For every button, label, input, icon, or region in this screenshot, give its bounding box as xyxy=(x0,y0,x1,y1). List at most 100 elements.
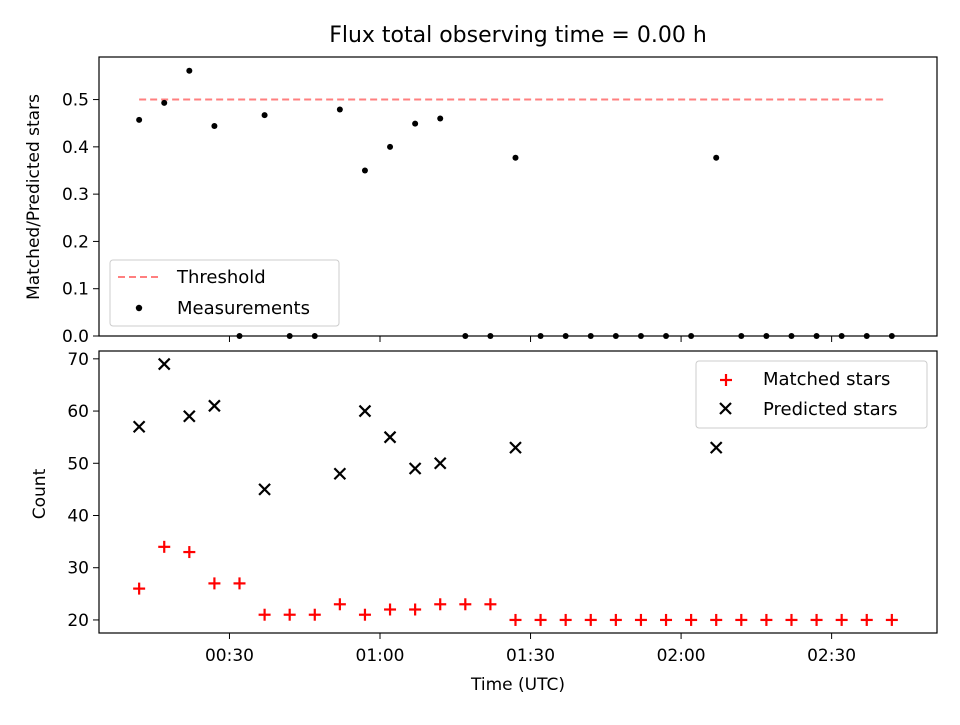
predicted-point xyxy=(358,404,372,418)
matched-point xyxy=(308,608,321,621)
top-y-axis-label: Matched/Predicted stars xyxy=(24,94,44,300)
matched-point xyxy=(860,613,873,626)
matched-point xyxy=(484,598,497,611)
predicted-point xyxy=(383,430,397,444)
matched-point xyxy=(785,613,798,626)
bottom-x-axis: 00:30 01:00 01:30 02:00 02:30 xyxy=(205,633,856,666)
measurement-point xyxy=(813,333,820,339)
x-axis-label: Time (UTC) xyxy=(470,675,565,695)
chart-title: Flux total observing time = 0.00 h xyxy=(329,23,707,48)
measurement-point xyxy=(311,333,318,339)
matched-point xyxy=(685,613,698,626)
matched-point xyxy=(384,603,397,616)
measurement-point xyxy=(412,120,419,127)
predicted-point xyxy=(157,357,171,371)
matched-point xyxy=(534,613,547,626)
bottom-x-tick-label: 02:30 xyxy=(807,646,856,666)
top-y-tick-label: 0.4 xyxy=(62,138,89,158)
measurement-point xyxy=(437,115,444,122)
top-y-tick-label: 0.1 xyxy=(62,280,89,300)
measurement-point xyxy=(637,333,644,339)
measurement-point xyxy=(261,112,268,119)
predicted-point xyxy=(333,467,347,481)
predicted-point xyxy=(208,399,221,413)
bottom-legend: Matched stars Predicted stars xyxy=(695,360,928,429)
top-y-tick-label: 0.2 xyxy=(62,232,89,252)
bottom-marks xyxy=(132,357,898,626)
measurement-point xyxy=(863,333,870,339)
measurement-point xyxy=(336,106,343,113)
measurement-point xyxy=(487,333,494,339)
matched-point xyxy=(710,613,723,626)
predicted-point xyxy=(183,409,196,423)
measurement-point xyxy=(537,333,544,339)
bottom-panel: 20 30 40 50 60 70 00:30 01:00 01:30 02:00 02:30 C… xyxy=(30,350,938,695)
matched-point xyxy=(183,546,196,559)
bottom-y-tick-label: 60 xyxy=(67,402,89,422)
matched-point xyxy=(459,598,472,611)
measurement-point xyxy=(738,333,745,339)
matched-point xyxy=(283,608,296,621)
top-marks xyxy=(136,67,895,339)
measurement-point xyxy=(387,143,394,150)
matched-point xyxy=(258,608,271,621)
matched-point xyxy=(810,613,823,626)
measurement-point xyxy=(211,123,218,130)
measurement-point xyxy=(688,333,695,339)
top-legend: Threshold Measurements xyxy=(109,259,340,327)
measurement-point xyxy=(136,116,143,123)
bottom-y-tick-label: 40 xyxy=(67,507,89,527)
measurement-point xyxy=(788,333,795,339)
predicted-point xyxy=(258,483,271,496)
bottom-plot-area xyxy=(98,350,938,634)
measurement-point xyxy=(763,333,770,339)
matched-point xyxy=(885,613,898,626)
measurement-point xyxy=(512,154,519,161)
legend-predicted-label: Predicted stars xyxy=(763,399,897,420)
matched-point xyxy=(358,608,371,621)
matched-point xyxy=(233,577,246,590)
matched-point xyxy=(835,613,848,626)
legend-threshold-label: Threshold xyxy=(176,267,266,288)
matched-point xyxy=(634,613,647,626)
bottom-y-tick-label: 20 xyxy=(67,611,89,631)
legend-measurements-swatch xyxy=(135,304,143,312)
matched-point xyxy=(509,613,522,626)
predicted-point xyxy=(509,441,522,454)
matched-point xyxy=(333,598,346,611)
bottom-y-axis-label: Count xyxy=(30,468,50,519)
measurement-point xyxy=(286,333,293,339)
matched-point xyxy=(409,603,422,616)
bottom-legend-box xyxy=(695,360,928,429)
matched-point xyxy=(760,613,773,626)
measurement-point xyxy=(663,333,670,339)
matched-point xyxy=(660,613,673,626)
bottom-x-tick-label: 01:00 xyxy=(356,646,405,666)
measurement-point xyxy=(713,154,720,161)
top-x-axis xyxy=(228,336,833,342)
bottom-x-tick-label: 01:30 xyxy=(506,646,555,666)
top-y-axis: 0.0 0.1 0.2 0.3 0.4 0.5 xyxy=(62,91,99,347)
measurement-point xyxy=(186,67,193,74)
measurement-point xyxy=(612,333,619,339)
predicted-point xyxy=(132,420,146,434)
matched-point xyxy=(133,582,146,595)
predicted-point xyxy=(408,462,422,475)
matched-point xyxy=(559,613,572,626)
measurement-point xyxy=(888,333,895,339)
top-panel: 0.0 0.1 0.2 0.3 0.4 0.5 Matched/Predicted sta… xyxy=(24,56,938,347)
top-legend-box xyxy=(109,259,340,327)
top-plot-area xyxy=(98,56,938,337)
legend-matched-swatch xyxy=(720,374,732,386)
matched-point xyxy=(735,613,748,626)
legend-measurements-label: Measurements xyxy=(177,298,310,319)
matched-point xyxy=(609,613,622,626)
legend-predicted-swatch xyxy=(719,402,732,415)
measurement-point xyxy=(361,167,368,174)
bottom-y-tick-label: 70 xyxy=(67,350,89,370)
measurement-point xyxy=(236,333,243,339)
measurement-point xyxy=(587,333,594,339)
measurement-point xyxy=(562,333,569,339)
